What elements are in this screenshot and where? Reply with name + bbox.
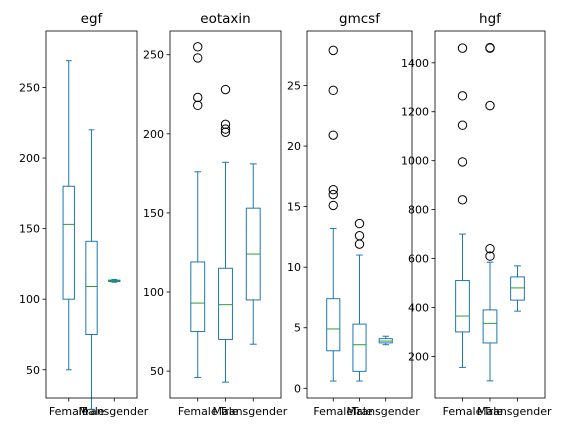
outlier-point (328, 184, 338, 195)
chart-title: hgf (479, 11, 502, 27)
y-tick-label: 200 (408, 350, 429, 363)
outlier-point (328, 189, 338, 200)
y-tick-label: 5 (294, 322, 301, 335)
y-tick-label: 0 (294, 382, 301, 395)
y-tick-label: 150 (19, 223, 40, 236)
axes-frame (434, 30, 546, 399)
box-transgender (378, 335, 393, 346)
outlier-point (457, 195, 468, 205)
outlier-point (457, 43, 468, 53)
box-transgender (245, 163, 261, 345)
y-tick-label: 20 (287, 140, 301, 153)
outlier-point (328, 45, 338, 56)
outlier-point (328, 200, 338, 211)
box-male (218, 84, 233, 383)
outlier-point (485, 251, 495, 261)
box-female (326, 45, 341, 382)
iqr-box (190, 261, 206, 333)
y-tick-label: 100 (19, 293, 40, 306)
chart-panel-eotaxin: eotaxin 50 100 150 200 250 FemaleMaleTransgend… (143, 11, 288, 418)
outlier-point (457, 91, 468, 101)
y-tick-label: 25 (287, 80, 301, 93)
box-transgender (510, 265, 525, 312)
axes-frame (45, 30, 138, 399)
outlier-point (220, 84, 231, 95)
iqr-box (352, 323, 367, 372)
x-tick-label: Transgender (79, 405, 149, 418)
axes-frame (306, 30, 413, 399)
box-female (190, 42, 206, 378)
box-female (62, 60, 75, 371)
outlier-point (354, 218, 365, 229)
x-tick-label: Male (477, 405, 503, 418)
x-tick-label: Transgender (351, 405, 421, 418)
iqr-box (455, 280, 470, 333)
y-tick-label: 200 (19, 152, 40, 165)
y-tick-label: 200 (143, 128, 164, 141)
outlier-point (193, 100, 203, 111)
outlier-point (457, 120, 468, 130)
y-tick-label: 50 (150, 365, 164, 378)
y-tick-label: 250 (19, 81, 40, 94)
outlier-point (457, 157, 468, 167)
y-tick-label: 150 (143, 207, 164, 220)
outlier-point (485, 100, 495, 111)
iqr-box (510, 276, 525, 301)
iqr-box (218, 267, 233, 340)
x-tick-label: Female (443, 405, 483, 418)
y-tick-label: 15 (287, 201, 301, 214)
x-tick-label: Transgender (482, 405, 552, 418)
outlier-point (485, 244, 495, 254)
x-tick-label: Female (313, 405, 353, 418)
box-female (455, 43, 470, 368)
iqr-box (326, 298, 341, 352)
outlier-point (354, 239, 365, 249)
y-tick-label: 250 (143, 49, 164, 62)
chart-title: gmcsf (339, 11, 381, 27)
box-male (482, 42, 498, 382)
iqr-box (85, 240, 98, 335)
box-transgender (108, 278, 121, 283)
box-male (85, 129, 98, 410)
y-tick-label: 10 (287, 261, 301, 274)
x-tick-label: Male (212, 405, 238, 418)
iqr-box (482, 309, 498, 344)
y-tick-label: 800 (408, 204, 429, 217)
outlier-point (354, 230, 365, 241)
y-tick-label: 1200 (401, 106, 429, 119)
y-tick-label: 50 (26, 364, 40, 377)
y-tick-label: 400 (408, 301, 429, 314)
chart-panel-hgf: hgf 200 400 600 800 1000 1200 1400 FemaleMaleTra… (401, 11, 552, 418)
chart-title: egf (81, 11, 104, 27)
outlier-point (328, 130, 338, 140)
x-tick-label: Male (78, 405, 104, 418)
y-tick-label: 1400 (401, 57, 429, 70)
x-tick-label: Female (49, 405, 89, 418)
y-tick-label: 1000 (401, 155, 429, 168)
y-tick-label: 600 (408, 253, 429, 266)
outlier-point (485, 42, 495, 53)
outlier-point (220, 119, 231, 130)
outlier-point (193, 92, 203, 103)
axes-frame (169, 30, 282, 399)
x-tick-label: Male (346, 405, 372, 418)
outlier-point (220, 124, 231, 134)
box-male (352, 218, 367, 382)
outlier-point (193, 42, 203, 52)
x-tick-label: Female (178, 405, 218, 418)
chart-title: eotaxin (200, 11, 250, 27)
iqr-box (62, 185, 75, 300)
outlier-point (328, 85, 338, 96)
x-tick-label: Transgender (218, 405, 288, 418)
outlier-point (193, 53, 203, 63)
y-tick-label: 100 (143, 286, 164, 299)
